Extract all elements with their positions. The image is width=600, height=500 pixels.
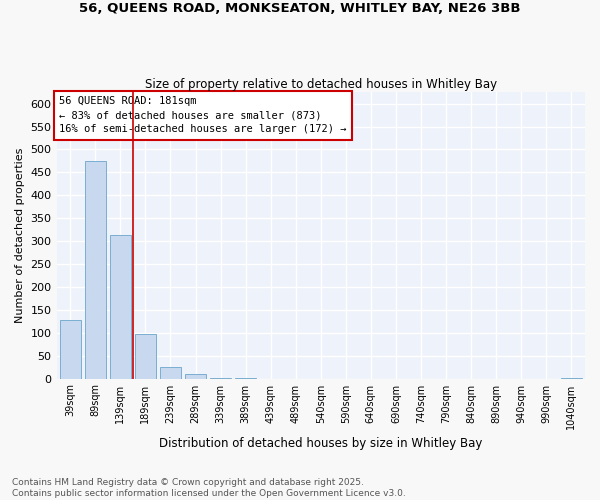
Y-axis label: Number of detached properties: Number of detached properties bbox=[15, 148, 25, 323]
Text: 56 QUEENS ROAD: 181sqm
← 83% of detached houses are smaller (873)
16% of semi-de: 56 QUEENS ROAD: 181sqm ← 83% of detached… bbox=[59, 96, 347, 134]
Text: 56, QUEENS ROAD, MONKSEATON, WHITLEY BAY, NE26 3BB: 56, QUEENS ROAD, MONKSEATON, WHITLEY BAY… bbox=[79, 2, 521, 16]
Bar bbox=[59, 320, 81, 378]
Bar bbox=[185, 374, 206, 378]
Bar bbox=[135, 334, 156, 378]
Bar bbox=[110, 235, 131, 378]
Bar bbox=[85, 161, 106, 378]
Title: Size of property relative to detached houses in Whitley Bay: Size of property relative to detached ho… bbox=[145, 78, 497, 91]
Text: Contains HM Land Registry data © Crown copyright and database right 2025.
Contai: Contains HM Land Registry data © Crown c… bbox=[12, 478, 406, 498]
Bar bbox=[160, 367, 181, 378]
X-axis label: Distribution of detached houses by size in Whitley Bay: Distribution of detached houses by size … bbox=[159, 437, 482, 450]
